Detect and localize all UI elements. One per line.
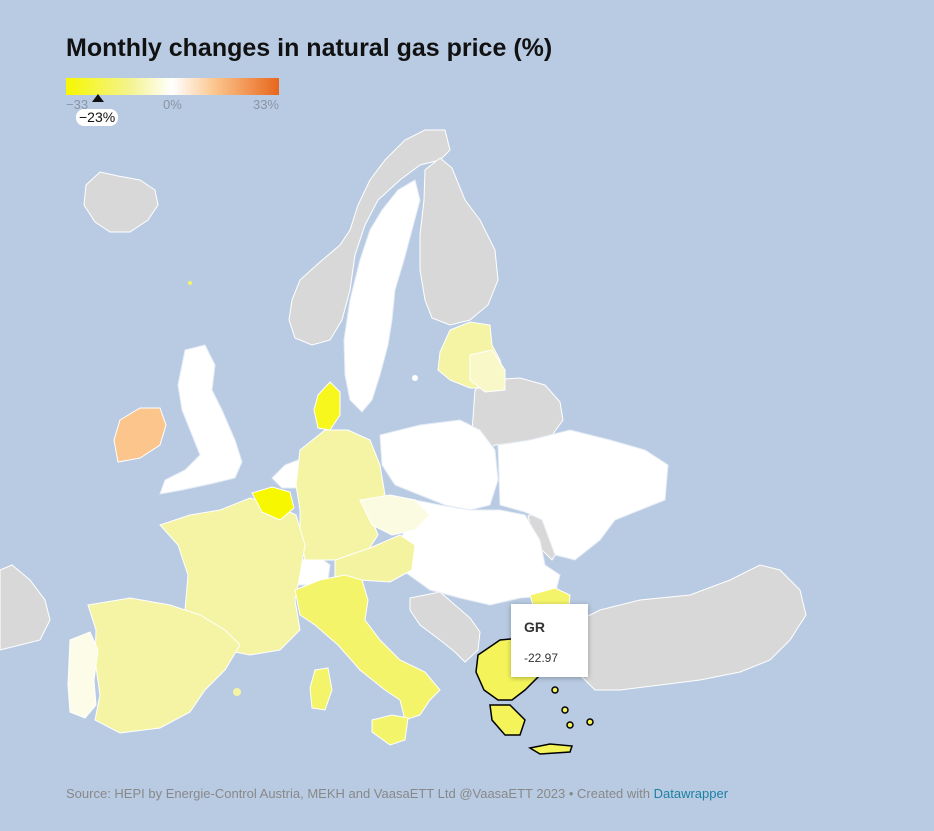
legend-gradient <box>66 78 279 95</box>
legend-marker-triangle <box>92 94 104 102</box>
sweden-shape[interactable] <box>343 179 421 413</box>
color-legend: −33 0% 33% −23% <box>66 78 279 138</box>
source-footer: Source: HEPI by Energie-Control Austria,… <box>66 786 728 801</box>
sardinia-shape[interactable] <box>309 667 333 711</box>
legend-max-label: 33% <box>252 97 279 112</box>
uk-shape[interactable] <box>159 344 243 495</box>
germany-shape[interactable] <box>295 429 386 561</box>
ukraine-shape[interactable] <box>497 429 669 561</box>
africa-west-shape[interactable] <box>0 564 51 651</box>
italy-shape[interactable] <box>294 574 441 721</box>
country-tooltip: GR -22.97 <box>511 604 588 677</box>
legend-marker-label: −23% <box>76 109 119 126</box>
spain-shape[interactable] <box>87 597 241 734</box>
iceland-shape[interactable] <box>83 171 159 233</box>
island-dot <box>233 688 241 696</box>
denmark-shape[interactable] <box>313 381 341 431</box>
datawrapper-link[interactable]: Datawrapper <box>653 786 729 801</box>
map-title: Monthly changes in natural gas price (%) <box>66 34 553 62</box>
norway-shape[interactable] <box>288 129 451 346</box>
baltic-light-shape[interactable] <box>469 349 506 393</box>
legend-mid-label: 0% <box>163 97 182 112</box>
balkans-grey-shape[interactable] <box>409 591 481 663</box>
czechia-shape[interactable] <box>359 494 431 536</box>
belgium-shape[interactable] <box>251 486 295 521</box>
slight-negative-countries <box>87 321 506 734</box>
island-dot <box>188 281 192 285</box>
finland-shape[interactable] <box>419 157 499 326</box>
legend-min-label: −33 <box>66 97 89 112</box>
turkey-shape[interactable] <box>565 564 807 691</box>
tooltip-value: -22.97 <box>524 651 559 665</box>
ireland-shape[interactable] <box>113 407 167 463</box>
source-text: Source: HEPI by Energie-Control Austria,… <box>66 786 654 801</box>
island-dot <box>412 375 418 381</box>
tooltip-country-code: GR <box>524 619 545 635</box>
zero-change-countries <box>159 179 669 606</box>
portugal-shape[interactable] <box>67 631 99 719</box>
strong-negative-countries <box>251 486 295 521</box>
sicily-shape[interactable] <box>371 714 409 746</box>
poland-shape[interactable] <box>379 419 499 511</box>
